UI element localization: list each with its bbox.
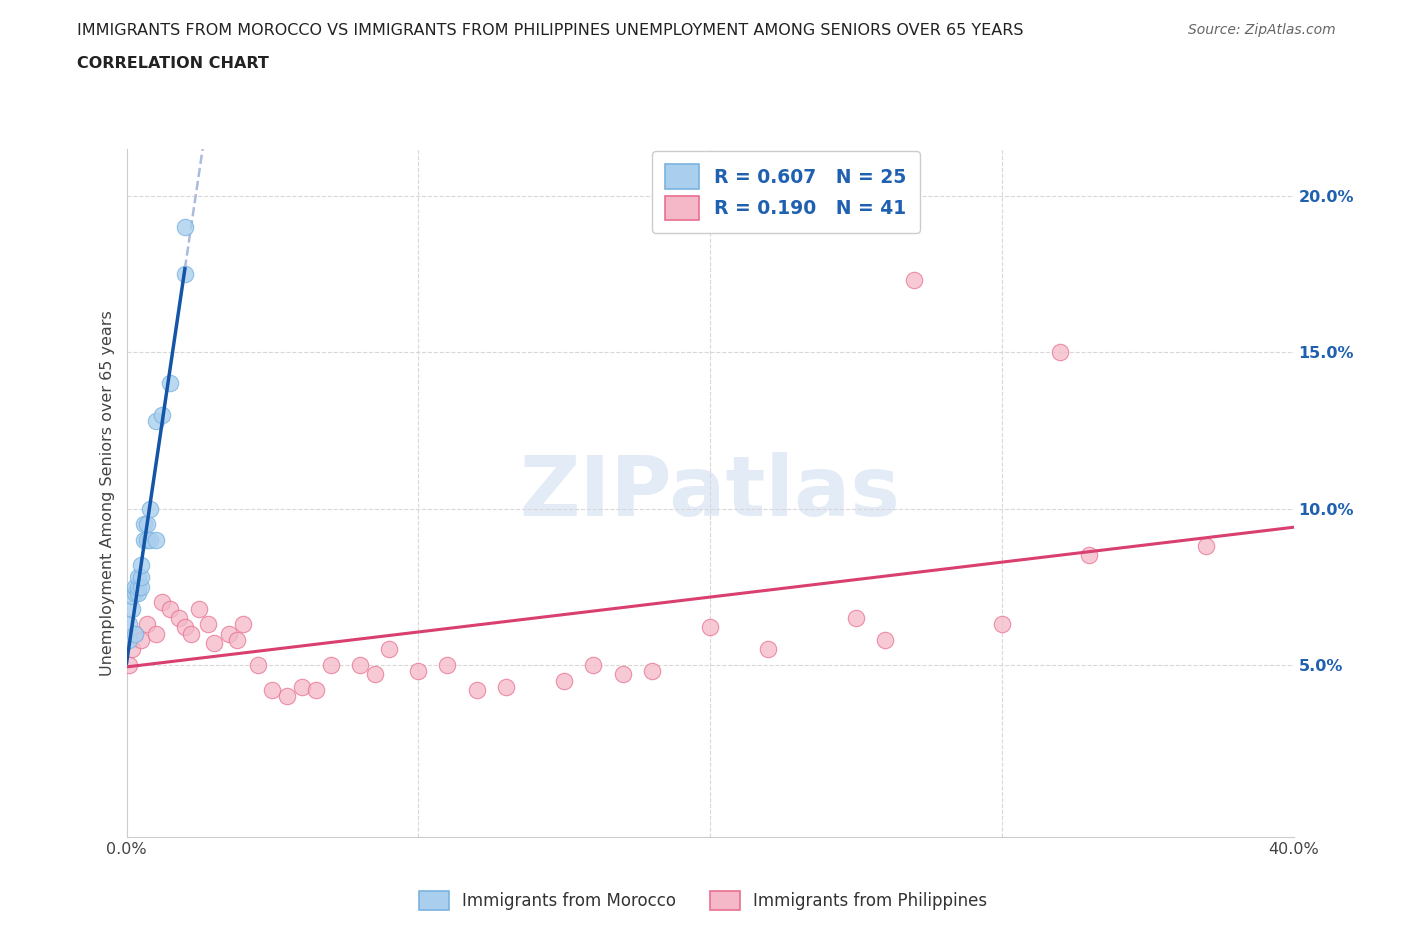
Point (129, 557, 152, 572)
Point (612, 667, 634, 682)
Point (1195, 538, 1218, 553)
Point (436, 658, 458, 672)
Point (408, 664, 430, 679)
Point (124, 586, 146, 601)
Point (180, 626, 202, 641)
Point (167, 611, 190, 626)
Point (875, 632, 897, 647)
Point (990, 617, 1012, 631)
Point (118, 617, 141, 631)
Point (218, 626, 240, 641)
Point (202, 635, 225, 650)
Point (582, 658, 605, 672)
Point (246, 658, 269, 672)
Point (118, 658, 141, 672)
Point (174, 620, 197, 635)
Text: IMMIGRANTS FROM MOROCCO VS IMMIGRANTS FROM PHILIPPINES UNEMPLOYMENT AMONG SENIOR: IMMIGRANTS FROM MOROCCO VS IMMIGRANTS FR… (77, 23, 1024, 38)
Point (136, 617, 159, 631)
Point (553, 673, 575, 688)
Point (305, 683, 328, 698)
Point (132, 517, 155, 532)
Point (129, 632, 152, 647)
Point (145, 626, 167, 641)
Point (124, 579, 146, 594)
Point (127, 579, 149, 594)
Point (319, 658, 342, 672)
Point (159, 376, 181, 391)
Point (465, 683, 488, 698)
Point (290, 680, 312, 695)
Point (226, 632, 249, 647)
Point (276, 689, 298, 704)
Point (845, 611, 868, 626)
Point (174, 219, 197, 234)
Point (174, 267, 197, 282)
Point (145, 532, 167, 547)
Point (118, 632, 141, 647)
Point (363, 667, 385, 682)
Point (127, 570, 149, 585)
Legend: Immigrants from Morocco, Immigrants from Philippines: Immigrants from Morocco, Immigrants from… (412, 884, 994, 917)
Point (129, 579, 152, 594)
Point (1078, 548, 1101, 563)
Point (132, 532, 155, 547)
Point (121, 601, 143, 616)
Point (150, 407, 173, 422)
Point (127, 586, 149, 601)
Point (188, 601, 211, 616)
Point (136, 532, 159, 547)
Point (145, 414, 167, 429)
Point (232, 617, 254, 631)
Point (378, 642, 401, 657)
Point (159, 601, 181, 616)
Point (150, 595, 173, 610)
Point (756, 642, 779, 657)
Point (1049, 345, 1071, 360)
Text: Source: ZipAtlas.com: Source: ZipAtlas.com (1188, 23, 1336, 37)
Point (121, 642, 143, 657)
Point (640, 664, 664, 679)
Point (903, 272, 925, 287)
Point (349, 658, 371, 672)
Point (699, 620, 721, 635)
Point (197, 617, 219, 631)
Text: CORRELATION CHART: CORRELATION CHART (77, 56, 269, 71)
Point (124, 626, 146, 641)
Point (139, 501, 162, 516)
Point (139, 532, 162, 547)
Y-axis label: Unemployment Among Seniors over 65 years: Unemployment Among Seniors over 65 years (100, 310, 115, 676)
Point (262, 683, 284, 698)
Point (136, 517, 159, 532)
Point (129, 570, 152, 585)
Point (124, 626, 146, 641)
Text: ZIPatlas: ZIPatlas (520, 452, 900, 534)
Point (495, 680, 517, 695)
Legend: R = 0.607   N = 25, R = 0.190   N = 41: R = 0.607 N = 25, R = 0.190 N = 41 (652, 152, 920, 233)
Point (121, 589, 143, 604)
